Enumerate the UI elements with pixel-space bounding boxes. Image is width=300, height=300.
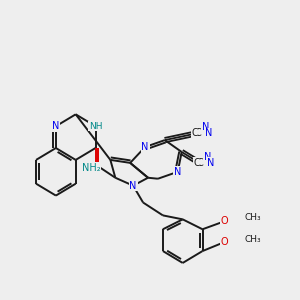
Text: N: N (52, 121, 60, 131)
Text: N: N (141, 142, 149, 152)
Text: N: N (202, 122, 209, 132)
Text: C: C (193, 158, 200, 168)
Text: O: O (92, 163, 99, 173)
Text: C: C (196, 158, 203, 168)
Text: N: N (174, 167, 182, 177)
Text: N: N (208, 158, 215, 168)
Text: C: C (191, 128, 198, 138)
Text: NH: NH (89, 122, 102, 131)
Text: O: O (220, 237, 228, 247)
Text: N: N (204, 152, 211, 162)
Text: N: N (130, 181, 137, 191)
Text: NH₂: NH₂ (82, 163, 100, 173)
Text: CH₃: CH₃ (244, 213, 261, 222)
Text: C: C (194, 128, 201, 138)
Text: O: O (220, 216, 228, 226)
Text: N: N (206, 128, 213, 138)
Text: CH₃: CH₃ (244, 235, 261, 244)
